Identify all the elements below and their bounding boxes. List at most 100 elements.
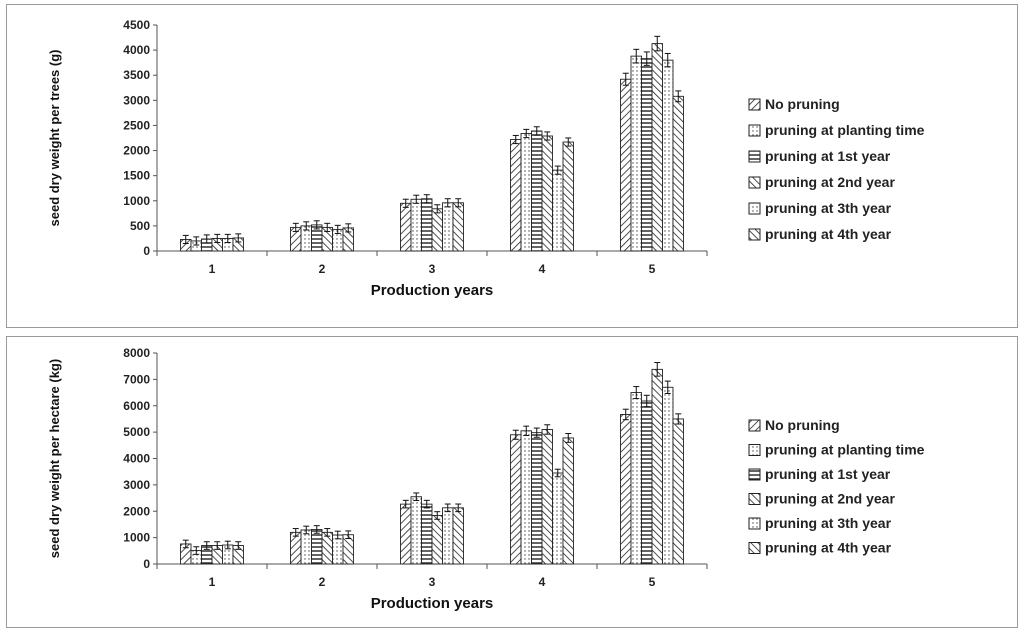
y-tick-label: 3500 <box>123 68 150 82</box>
bar <box>651 43 663 252</box>
y-tick-label: 0 <box>143 244 150 258</box>
y-tick-label: 7000 <box>123 372 150 386</box>
x-axis-title: Production years <box>371 282 494 299</box>
legend-swatch <box>748 419 761 432</box>
legend-label: pruning at 2nd year <box>765 491 895 507</box>
bar <box>400 202 412 252</box>
bar <box>531 432 543 565</box>
bar <box>410 496 422 565</box>
bar <box>510 139 522 252</box>
y-tick-label: 1000 <box>123 194 150 208</box>
x-axis-title: Production years <box>371 595 494 612</box>
bar <box>672 95 684 252</box>
y-tick-label: 1500 <box>123 169 150 183</box>
legend-swatch <box>748 228 761 241</box>
bar <box>442 507 454 565</box>
bar <box>541 429 553 565</box>
x-tick-label: 4 <box>539 575 546 589</box>
y-tick-label: 3000 <box>123 93 150 107</box>
legend-swatch <box>748 517 761 530</box>
bar <box>452 202 464 252</box>
bar <box>421 503 433 565</box>
bar <box>620 78 632 252</box>
bar <box>662 386 674 565</box>
bar <box>662 59 674 252</box>
bar <box>552 169 564 252</box>
x-tick-label: 3 <box>429 575 436 589</box>
bar <box>300 529 312 565</box>
legend-swatch <box>748 150 761 163</box>
bar <box>342 534 354 565</box>
x-tick-label: 1 <box>209 575 216 589</box>
y-tick-label: 8000 <box>123 346 150 360</box>
bar <box>421 198 433 252</box>
bar <box>442 202 454 252</box>
legend-label: pruning at 1st year <box>765 466 891 482</box>
y-tick-label: 1000 <box>123 531 150 545</box>
bar <box>620 414 632 565</box>
bar <box>311 528 323 565</box>
bar <box>332 534 344 565</box>
y-tick-label: 4500 <box>123 18 150 32</box>
bar <box>321 531 333 565</box>
bar <box>630 55 642 252</box>
legend-label: No pruning <box>765 417 840 433</box>
legend-swatch <box>748 468 761 481</box>
chart-panel-per-hectare: 0 1000 2000 3000 4000 5000 6000 7000 8000 1 2 3 4 5 Pr… <box>6 336 1018 628</box>
y-axis-title: seed dry weight per hectare (kg) <box>47 359 62 558</box>
y-tick-label: 6000 <box>123 399 150 413</box>
bar <box>630 392 642 565</box>
legend-swatch <box>748 176 761 189</box>
chart-panel-per-tree: 0 500 1000 1500 2000 2500 3000 3500 4000 4500 1 2 3 4… <box>6 4 1018 328</box>
x-tick-label: 5 <box>649 575 656 589</box>
x-tick-label: 4 <box>539 262 546 276</box>
legend-swatch <box>748 542 761 554</box>
y-tick-label: 0 <box>143 557 150 571</box>
y-tick-label: 2000 <box>123 504 150 518</box>
legend-swatch <box>748 493 761 505</box>
legend-label: pruning at 3th year <box>765 200 892 216</box>
bar <box>562 437 574 565</box>
x-tick-label: 5 <box>649 262 656 276</box>
bar <box>562 141 574 252</box>
legend-label: pruning at 4th year <box>765 226 892 242</box>
legend-label: pruning at planting time <box>765 122 925 138</box>
bar <box>531 130 543 252</box>
legend-label: pruning at 4th year <box>765 540 892 556</box>
legend-label: pruning at 1st year <box>765 148 891 164</box>
y-tick-label: 2500 <box>123 118 150 132</box>
legend-label: pruning at 3th year <box>765 515 892 531</box>
bar <box>641 400 653 565</box>
bar <box>400 503 412 565</box>
bar <box>672 418 684 565</box>
y-tick-label: 4000 <box>123 452 150 466</box>
x-tick-label: 2 <box>319 262 326 276</box>
legend-swatch <box>748 124 761 137</box>
legend-label: pruning at 2nd year <box>765 174 895 190</box>
bar <box>452 507 464 565</box>
bar <box>410 198 422 252</box>
bar <box>520 430 532 565</box>
bar <box>641 58 653 252</box>
y-axis-title: seed dry weight per trees (g) <box>47 50 62 227</box>
bar <box>520 133 532 252</box>
y-tick-label: 3000 <box>123 478 150 492</box>
bar <box>510 434 522 565</box>
legend-label: No pruning <box>765 96 840 112</box>
y-tick-label: 4000 <box>123 43 150 57</box>
bar <box>431 208 443 252</box>
x-tick-label: 1 <box>209 262 216 276</box>
bar <box>651 368 663 565</box>
y-tick-label: 500 <box>130 219 150 233</box>
chart-per-tree: 0 500 1000 1500 2000 2500 3000 3500 4000 4500 1 2 3 4… <box>47 18 925 299</box>
bar <box>431 515 443 565</box>
legend-label: pruning at planting time <box>765 442 925 458</box>
bar <box>290 531 302 565</box>
chart-per-hectare: 0 1000 2000 3000 4000 5000 6000 7000 8000 1 2 3 4 5 Pr… <box>47 346 925 612</box>
x-tick-label: 2 <box>319 575 326 589</box>
y-tick-label: 5000 <box>123 425 150 439</box>
legend-swatch <box>748 202 761 215</box>
legend-swatch <box>748 444 761 456</box>
y-tick-label: 2000 <box>123 144 150 158</box>
bar <box>541 135 553 252</box>
